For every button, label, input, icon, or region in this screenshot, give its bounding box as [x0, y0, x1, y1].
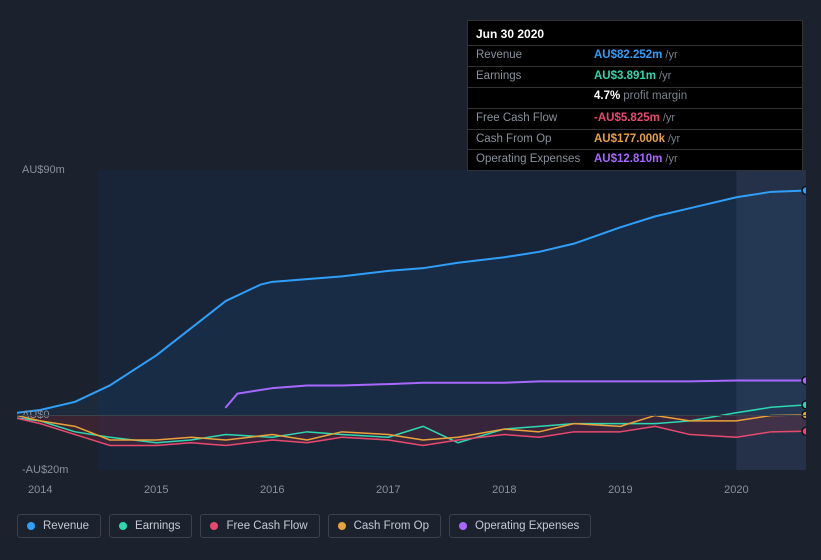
tooltip-label: Revenue: [476, 49, 594, 63]
series-marker-earnings: [802, 401, 806, 409]
x-axis-label: 2019: [608, 484, 632, 496]
legend-dot-icon: [27, 522, 35, 530]
tooltip-value: -AU$5.825m: [594, 112, 660, 126]
x-axis-label: 2014: [28, 484, 52, 496]
tooltip-row: RevenueAU$82.252m/yr: [468, 46, 802, 67]
legend-item-revenue[interactable]: Revenue: [17, 514, 101, 538]
x-axis-label: 2016: [260, 484, 284, 496]
legend-item-fcf[interactable]: Free Cash Flow: [200, 514, 319, 538]
legend-label: Revenue: [43, 520, 89, 532]
tooltip-rows: RevenueAU$82.252m/yrEarningsAU$3.891m/yr…: [468, 46, 802, 170]
tooltip-sub-label: profit margin: [623, 90, 687, 102]
tooltip-value: AU$3.891m: [594, 70, 656, 84]
tooltip-subrow: 4.7%profit margin: [468, 88, 802, 109]
series-marker-fcf: [802, 427, 806, 435]
y-axis-label: AU$90m: [22, 164, 65, 176]
tooltip-unit: /yr: [659, 70, 671, 83]
tooltip-unit: /yr: [665, 153, 677, 166]
tooltip-sub-value: 4.7%: [594, 90, 620, 102]
x-axis-label: 2015: [144, 484, 168, 496]
chart-svg: [17, 170, 806, 470]
legend-item-opex[interactable]: Operating Expenses: [449, 514, 591, 538]
tooltip-row: Operating ExpensesAU$12.810m/yr: [468, 150, 802, 170]
zero-line: [17, 415, 806, 416]
series-marker-opex: [802, 377, 806, 385]
tooltip-unit: /yr: [663, 112, 675, 125]
tooltip-value: AU$12.810m: [594, 153, 662, 167]
legend-dot-icon: [119, 522, 127, 530]
x-axis-label: 2018: [492, 484, 516, 496]
tooltip-unit: /yr: [668, 133, 680, 146]
tooltip-label: Free Cash Flow: [476, 112, 594, 126]
legend-item-cashop[interactable]: Cash From Op: [328, 514, 441, 538]
series-marker-revenue: [802, 186, 806, 194]
legend-dot-icon: [459, 522, 467, 530]
tooltip-label: Operating Expenses: [476, 153, 594, 167]
chart-legend: Revenue Earnings Free Cash Flow Cash From O…: [17, 514, 591, 538]
legend-dot-icon: [210, 522, 218, 530]
chart-plot: [17, 170, 806, 470]
y-axis-label: -AU$20m: [22, 464, 68, 476]
tooltip-value: AU$177.000k: [594, 133, 665, 147]
tooltip-label: Cash From Op: [476, 133, 594, 147]
legend-item-earnings[interactable]: Earnings: [109, 514, 192, 538]
legend-label: Cash From Op: [354, 520, 429, 532]
tooltip-date: Jun 30 2020: [468, 21, 802, 46]
tooltip-row: Cash From OpAU$177.000k/yr: [468, 130, 802, 151]
legend-label: Earnings: [135, 520, 180, 532]
legend-label: Free Cash Flow: [226, 520, 307, 532]
chart-tooltip: Jun 30 2020 RevenueAU$82.252m/yrEarnings…: [467, 20, 803, 171]
legend-label: Operating Expenses: [475, 520, 579, 532]
tooltip-label: Earnings: [476, 70, 594, 84]
tooltip-row: EarningsAU$3.891m/yr: [468, 67, 802, 88]
financial-chart[interactable]: AU$90mAU$0-AU$20m: [17, 155, 806, 475]
tooltip-row: Free Cash Flow-AU$5.825m/yr: [468, 109, 802, 130]
legend-dot-icon: [338, 522, 346, 530]
tooltip-unit: /yr: [665, 49, 677, 62]
tooltip-value: AU$82.252m: [594, 49, 662, 63]
x-axis-label: 2020: [724, 484, 748, 496]
x-axis-label: 2017: [376, 484, 400, 496]
